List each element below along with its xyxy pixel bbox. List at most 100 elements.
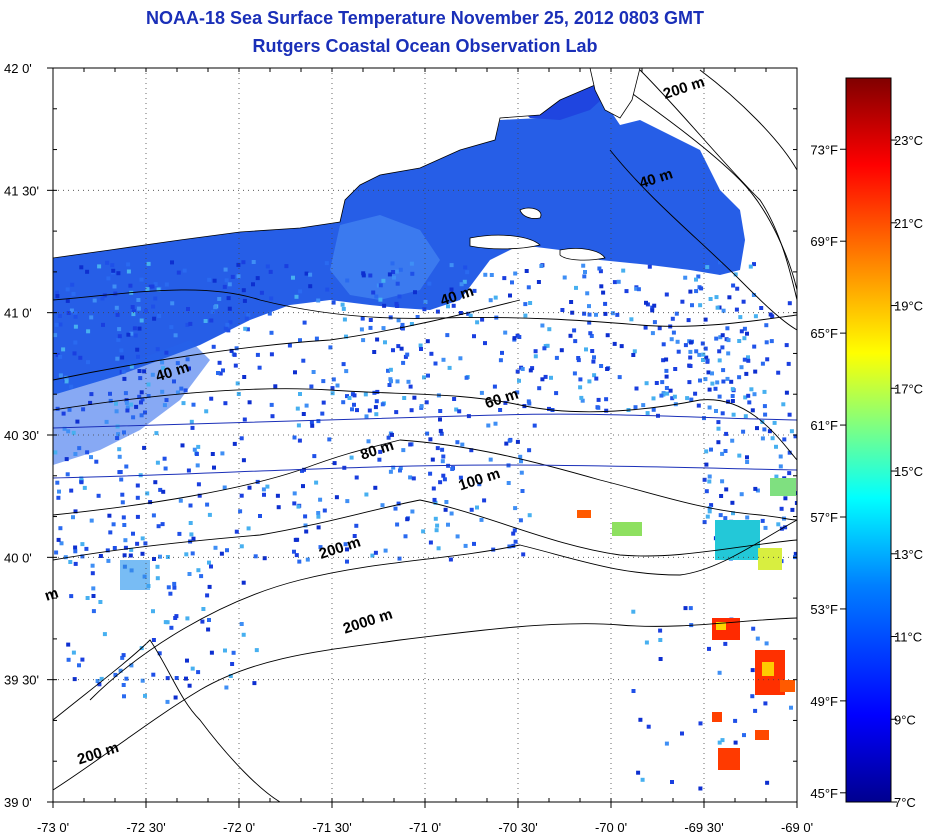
sst-pixel xyxy=(293,370,297,375)
sst-pixel xyxy=(396,501,401,506)
sst-pixel xyxy=(116,432,121,437)
sst-pixel xyxy=(517,335,522,339)
sst-pixel xyxy=(66,657,71,662)
sst-pixel xyxy=(573,339,578,344)
sst-pixel xyxy=(753,369,758,374)
sst-pixel xyxy=(345,499,350,504)
sst-pixel xyxy=(344,334,348,339)
sst-pixel xyxy=(151,638,156,642)
sst-pixel xyxy=(164,350,169,355)
sst-pixel xyxy=(213,545,218,550)
lon-tick-label: -70 30' xyxy=(498,820,537,835)
sst-pixel xyxy=(631,609,636,614)
sst-pixel xyxy=(136,298,141,302)
sst-pixel xyxy=(164,282,169,287)
sst-pixel xyxy=(140,551,145,556)
sst-pixel xyxy=(242,375,247,379)
sst-pixel xyxy=(394,301,399,306)
sst-pixel xyxy=(762,427,767,432)
sst-pixel xyxy=(209,650,214,655)
sst-pixel xyxy=(185,322,190,327)
sst-pixel xyxy=(704,489,709,494)
sst-pixel xyxy=(377,457,382,462)
sst-pixel xyxy=(72,351,77,356)
sst-pixel xyxy=(397,556,402,561)
sst-pixel xyxy=(755,636,760,641)
sst-pixel xyxy=(599,284,604,289)
sst-pixel xyxy=(128,553,133,558)
sst-pixel xyxy=(65,298,70,303)
sst-pixel xyxy=(212,465,216,470)
sst-pixel xyxy=(168,591,173,596)
sst-pixel xyxy=(220,451,225,456)
sst-pixel xyxy=(783,496,788,501)
sst-pixel xyxy=(381,278,386,283)
sst-pixel xyxy=(720,451,725,456)
sst-pixel xyxy=(784,390,789,395)
sst-pixel xyxy=(615,312,620,317)
sst-pixel xyxy=(188,321,193,326)
sst-pixel xyxy=(515,439,520,444)
sst-pixel xyxy=(629,317,634,322)
sst-pixel xyxy=(186,307,190,311)
sst-pixel xyxy=(169,325,174,330)
sst-pixel xyxy=(295,537,300,542)
sst-sound-waters xyxy=(330,215,440,300)
sst-pixel xyxy=(458,311,463,315)
sst-pixel xyxy=(378,297,383,302)
sst-pixel xyxy=(219,551,224,556)
sst-pixel xyxy=(449,287,454,292)
sst-pixel xyxy=(746,355,750,360)
sst-pixel xyxy=(752,262,756,267)
sst-pixel xyxy=(58,373,63,378)
sst-pixel xyxy=(330,391,335,396)
sst-pixel xyxy=(146,382,151,387)
sst-pixel xyxy=(398,468,402,473)
sst-pixel xyxy=(787,471,792,476)
sst-pixel xyxy=(106,276,111,281)
sst-pixel xyxy=(750,694,755,699)
sst-pixel xyxy=(718,260,722,265)
sst-pixel xyxy=(304,271,309,276)
sst-pixel xyxy=(391,465,396,470)
sst-pixel xyxy=(723,449,728,453)
sst-pixel xyxy=(445,333,450,338)
sst-pixel xyxy=(435,523,440,528)
sst-pixel xyxy=(58,322,63,327)
sst-pixel xyxy=(70,282,75,287)
sst-pixel xyxy=(707,474,712,479)
sst-pixel xyxy=(368,273,373,278)
sst-pixel xyxy=(465,270,470,275)
sst-pixel xyxy=(763,525,768,530)
sst-pixel xyxy=(227,282,232,287)
sst-pixel xyxy=(422,307,427,312)
sst-pixel xyxy=(731,283,736,288)
sst-pixel xyxy=(733,718,738,723)
sst-pixel xyxy=(707,387,712,392)
sst-pixel xyxy=(388,367,393,372)
sst-pixel xyxy=(378,449,383,454)
sst-pixel xyxy=(126,332,131,337)
sst-pixel xyxy=(409,322,414,326)
sst-pixel xyxy=(187,683,192,688)
colorbar-fahrenheit-label: 57°F xyxy=(810,510,838,525)
sst-pixel xyxy=(587,312,592,317)
sst-pixel xyxy=(363,392,368,397)
sst-pixel xyxy=(391,270,396,274)
sst-pixel xyxy=(400,326,405,331)
sst-pixel xyxy=(576,358,581,363)
sst-pixel xyxy=(382,303,387,308)
sst-pixel xyxy=(77,446,82,451)
sst-pixel xyxy=(130,305,135,309)
sst-pixel xyxy=(205,502,210,507)
sst-pixel xyxy=(438,480,443,485)
sst-pixel xyxy=(151,513,156,518)
sst-pixel xyxy=(247,400,252,405)
sst-pixel xyxy=(135,541,140,546)
sst-pixel xyxy=(582,311,587,316)
sst-pixel xyxy=(585,291,590,296)
sst-pixel xyxy=(480,317,485,322)
lon-tick-label: -72 30' xyxy=(126,820,165,835)
sst-pixel xyxy=(352,402,356,407)
sst-pixel xyxy=(523,302,528,307)
